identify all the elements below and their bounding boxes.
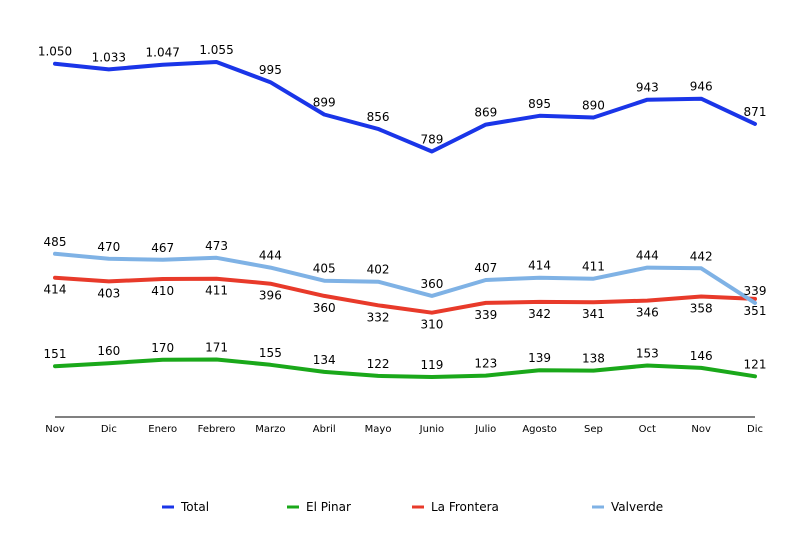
data-label-la-frontera: 403 xyxy=(97,286,120,300)
series-line-total xyxy=(53,60,757,154)
data-label-la-frontera: 351 xyxy=(744,304,767,318)
data-label-el-pinar: 123 xyxy=(474,357,497,371)
data-label-total: 1.055 xyxy=(199,43,233,57)
x-tick-label: Dic xyxy=(101,424,117,435)
x-tick-label: Enero xyxy=(148,424,177,435)
data-label-la-frontera: 339 xyxy=(474,308,497,322)
data-label-total: 1.047 xyxy=(146,46,180,60)
series-line-el-pinar xyxy=(53,357,757,379)
x-tick-label: Oct xyxy=(639,424,656,435)
data-label-la-frontera: 414 xyxy=(44,283,67,297)
data-label-el-pinar: 155 xyxy=(259,346,282,360)
data-label-el-pinar: 170 xyxy=(151,341,174,355)
data-label-el-pinar: 153 xyxy=(636,347,659,361)
data-label-total: 995 xyxy=(259,63,282,77)
data-label-total: 869 xyxy=(474,106,497,120)
legend-label: El Pinar xyxy=(306,500,351,514)
data-label-el-pinar: 171 xyxy=(205,340,228,354)
x-tick-label: Abril xyxy=(313,424,336,435)
legend-item-la-frontera: La Frontera xyxy=(412,500,499,514)
data-label-el-pinar: 138 xyxy=(582,352,605,366)
x-tick-label: Julio xyxy=(474,424,496,435)
data-label-la-frontera: 341 xyxy=(582,307,605,321)
legend-item-el-pinar: El Pinar xyxy=(287,500,351,514)
data-label-total: 895 xyxy=(528,97,551,111)
x-tick-label: Febrero xyxy=(198,424,236,435)
data-labels: 1.050 1.033 1.047 1.055 995 899 856 789 869 895 89… xyxy=(38,43,767,372)
x-tick-label: Nov xyxy=(45,424,65,435)
data-label-valverde: 402 xyxy=(367,263,390,277)
data-label-valverde: 444 xyxy=(636,249,659,263)
legend: Total El Pinar La Frontera Valverde xyxy=(162,500,663,514)
data-label-la-frontera: 410 xyxy=(151,284,174,298)
data-label-la-frontera: 310 xyxy=(420,318,443,332)
x-tick-label: Mayo xyxy=(365,424,392,435)
data-label-la-frontera: 342 xyxy=(528,307,551,321)
data-label-el-pinar: 119 xyxy=(420,358,443,372)
data-label-total: 890 xyxy=(582,98,605,112)
data-label-el-pinar: 122 xyxy=(367,357,390,371)
data-label-total: 943 xyxy=(636,81,659,95)
data-label-el-pinar: 134 xyxy=(313,353,336,367)
data-label-total: 856 xyxy=(367,110,390,124)
data-label-valverde: 444 xyxy=(259,249,282,263)
legend-label: Valverde xyxy=(611,500,663,514)
data-label-el-pinar: 146 xyxy=(690,349,713,363)
data-label-el-pinar: 121 xyxy=(744,357,767,371)
data-label-total: 871 xyxy=(744,105,767,119)
data-label-valverde: 414 xyxy=(528,259,551,273)
legend-item-total: Total xyxy=(162,500,209,514)
data-label-valverde: 405 xyxy=(313,262,336,276)
data-label-valverde: 473 xyxy=(205,239,228,253)
x-tick-label: Junio xyxy=(419,424,445,435)
x-tick-label: Sep xyxy=(584,424,603,435)
x-axis-ticks: Nov Dic Enero Febrero Marzo Abril Mayo Junio Jul… xyxy=(45,424,763,435)
data-label-total: 1.033 xyxy=(92,50,126,64)
series-line-valverde xyxy=(53,251,757,305)
series-line-la-frontera xyxy=(53,275,757,315)
legend-label: Total xyxy=(180,500,209,514)
x-tick-label: Marzo xyxy=(255,424,285,435)
data-label-la-frontera: 332 xyxy=(367,310,390,324)
data-label-valverde: 407 xyxy=(474,261,497,275)
data-label-la-frontera: 396 xyxy=(259,289,282,303)
data-label-la-frontera: 358 xyxy=(690,302,713,316)
data-label-el-pinar: 160 xyxy=(97,344,120,358)
data-label-valverde: 360 xyxy=(420,277,443,291)
data-label-valverde: 339 xyxy=(744,284,767,298)
data-label-valverde: 485 xyxy=(44,235,67,249)
data-label-la-frontera: 346 xyxy=(636,306,659,320)
x-tick-label: Nov xyxy=(691,424,711,435)
data-label-total: 789 xyxy=(420,132,443,146)
x-tick-label: Agosto xyxy=(522,424,557,435)
data-label-la-frontera: 411 xyxy=(205,284,228,298)
data-label-la-frontera: 360 xyxy=(313,301,336,315)
data-label-total: 1.050 xyxy=(38,45,72,59)
data-label-el-pinar: 151 xyxy=(44,347,67,361)
legend-label: La Frontera xyxy=(431,500,499,514)
x-tick-label: Dic xyxy=(747,424,763,435)
data-label-total: 899 xyxy=(313,95,336,109)
data-label-valverde: 442 xyxy=(690,249,713,263)
data-label-total: 946 xyxy=(690,80,713,94)
data-label-valverde: 411 xyxy=(582,260,605,274)
series-lines xyxy=(53,60,757,379)
data-label-valverde: 470 xyxy=(97,240,120,254)
data-label-valverde: 467 xyxy=(151,241,174,255)
data-label-el-pinar: 139 xyxy=(528,351,551,365)
legend-item-valverde: Valverde xyxy=(592,500,663,514)
